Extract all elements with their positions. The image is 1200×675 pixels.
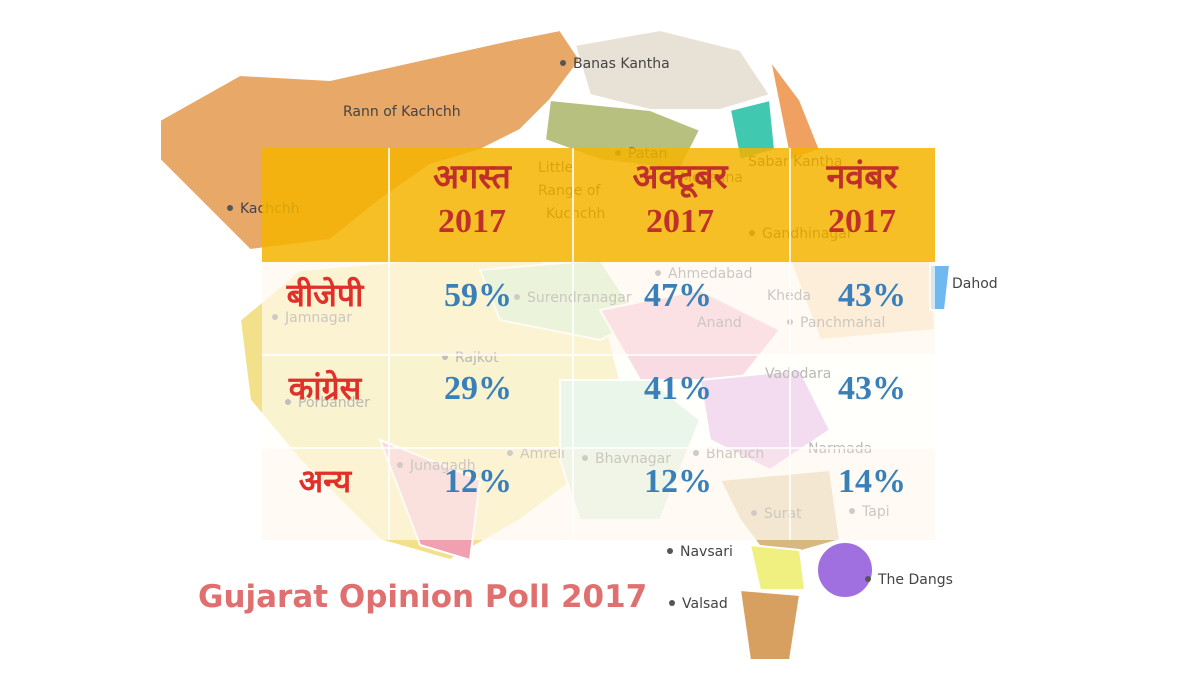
- column-header: नवंबर: [825, 159, 898, 196]
- row-label: बीजेपी: [286, 276, 365, 313]
- map-label: Dahod: [952, 276, 998, 292]
- header-band: [262, 148, 935, 262]
- row-label: अन्य: [299, 463, 353, 499]
- row-band: [262, 448, 935, 540]
- map-dot: [667, 548, 673, 554]
- map-label: Banas Kantha: [573, 56, 670, 72]
- map-label: Rann of Kachchh: [343, 104, 461, 120]
- cell-value: 43%: [838, 277, 906, 314]
- map-dot: [669, 600, 675, 606]
- map-label: Navsari: [680, 544, 733, 560]
- column-header: अगस्त: [433, 159, 512, 196]
- map-dot: [865, 576, 871, 582]
- cell-value: 43%: [838, 370, 906, 407]
- column-header: 2017: [646, 203, 714, 240]
- cell-value: 14%: [838, 463, 906, 500]
- region: [748, 543, 807, 591]
- map-label: The Dangs: [877, 572, 953, 588]
- column-header: 2017: [828, 203, 896, 240]
- title: Gujarat Opinion Poll 2017: [198, 579, 647, 615]
- cell-value: 47%: [644, 277, 712, 314]
- map-dot: [227, 205, 233, 211]
- region: [738, 588, 802, 661]
- map-label: Valsad: [682, 596, 728, 612]
- region: [816, 541, 874, 599]
- row-band: [262, 262, 935, 355]
- cell-value: 12%: [644, 463, 712, 500]
- column-header: 2017: [438, 203, 506, 240]
- row-band: [262, 355, 935, 448]
- column-header: अक्टूबर: [633, 159, 729, 199]
- row-label: कांग्रेस: [288, 369, 363, 406]
- cell-value: 41%: [644, 370, 712, 407]
- cell-value: 12%: [444, 463, 512, 500]
- region: [573, 28, 772, 111]
- poll-table: अगस्त 2017 अक्टूबर 2017 नवंबर 2017 बीजेपी 59% 47…: [262, 148, 935, 540]
- map-dot: [560, 60, 566, 66]
- region: [769, 59, 822, 162]
- cell-value: 29%: [444, 370, 512, 407]
- cell-value: 59%: [444, 277, 512, 314]
